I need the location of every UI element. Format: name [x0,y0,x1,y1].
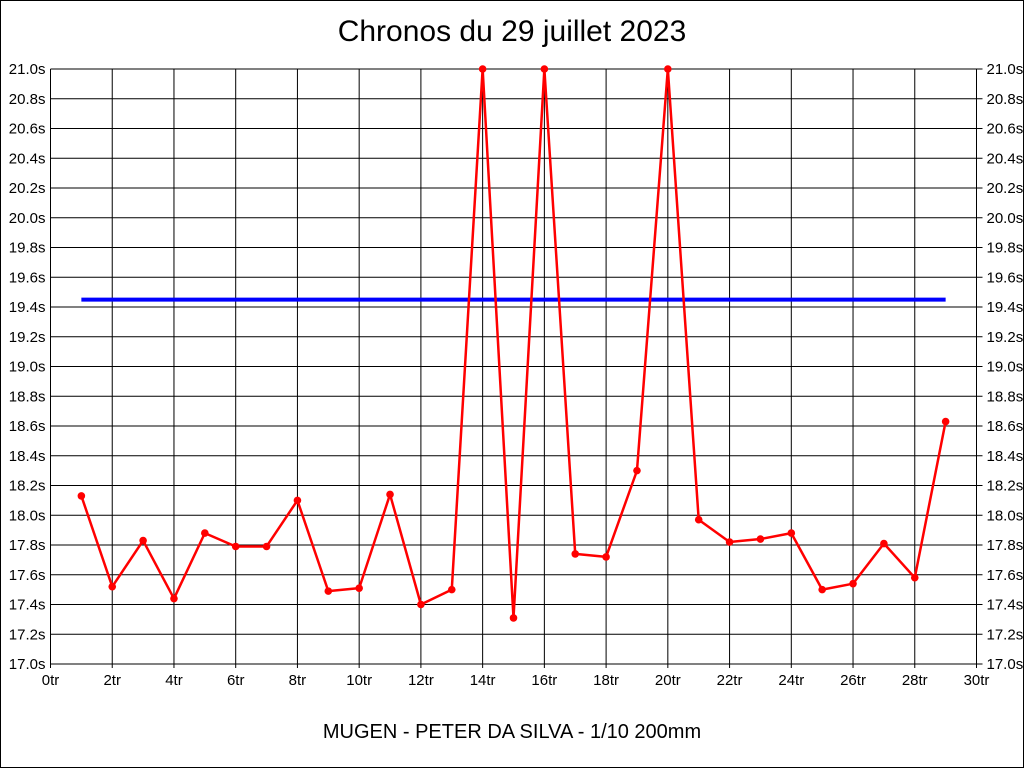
data-point [818,585,826,594]
data-point [849,579,857,588]
x-tick-label: 8tr [289,672,307,689]
data-point [139,536,147,545]
data-point [571,550,580,558]
y-tick-label-right: 20.4s [987,150,1024,167]
y-tick-label-left: 20.0s [9,210,46,227]
y-tick-label-left: 18.4s [9,448,46,465]
y-tick-label-right: 18.4s [987,448,1024,465]
data-point [664,65,672,73]
y-tick-label-right: 21.0s [987,61,1024,78]
y-tick-label-left: 20.2s [9,180,46,197]
y-tick-label-right: 19.2s [987,329,1024,346]
y-tick-label-left: 17.6s [9,567,46,584]
y-tick-label-left: 18.6s [9,418,46,435]
data-point [262,542,271,551]
y-tick-label-right: 19.6s [987,269,1024,286]
data-point [910,573,919,582]
y-tick-label-right: 19.4s [987,299,1024,316]
y-tick-label-right: 19.0s [987,359,1024,376]
x-tick-label: 18tr [593,672,619,689]
y-tick-label-left: 17.2s [9,626,46,643]
data-point [787,529,796,537]
y-tick-label-left: 17.8s [9,537,46,554]
y-tick-label-left: 19.4s [9,299,46,316]
data-point [725,538,734,546]
data-point [108,582,117,591]
x-tick-label: 4tr [165,672,183,689]
y-tick-label-right: 18.2s [987,478,1024,495]
data-point [633,466,641,475]
x-tick-label: 2tr [103,672,121,689]
data-point [417,600,425,609]
y-tick-label-left: 17.4s [9,597,46,614]
data-point [756,535,765,543]
data-point [324,587,333,595]
x-tick-label: 26tr [840,672,866,689]
y-tick-label-left: 20.4s [9,150,46,167]
y-tick-label-right: 18.6s [987,418,1024,435]
data-point [694,515,703,524]
data-point [447,585,456,594]
y-tick-label-left: 17.0s [9,656,46,673]
y-tick-label-right: 20.0s [987,210,1024,227]
data-point [355,584,363,592]
data-point [880,539,888,548]
y-tick-label-left: 19.8s [9,240,46,257]
y-tick-label-right: 20.2s [987,180,1024,197]
y-tick-label-right: 20.6s [987,121,1024,138]
x-tick-label: 12tr [408,672,434,689]
x-tick-label: 6tr [227,672,245,689]
x-tick-label: 10tr [346,672,372,689]
y-tick-label-right: 17.8s [987,537,1024,554]
chart-title: Chronos du 29 juillet 2023 [337,15,687,48]
x-tick-label: 16tr [531,672,557,689]
y-tick-label-left: 18.0s [9,507,46,524]
y-tick-label-right: 17.0s [987,656,1024,673]
data-point [201,529,209,537]
x-tick-label: 28tr [902,672,928,689]
x-tick-label: 0tr [42,672,60,689]
x-tick-label: 14tr [470,672,496,689]
y-tick-label-left: 19.0s [9,359,46,376]
y-tick-label-right: 18.0s [987,507,1024,524]
lap-series-line [80,67,947,620]
data-point [293,496,302,505]
y-tick-label-right: 17.2s [987,626,1024,643]
y-tick-label-left: 20.6s [9,121,46,138]
x-tick-label: 30tr [964,672,990,689]
data-point [478,65,487,73]
y-tick-label-right: 18.8s [987,388,1024,405]
data-point [77,492,86,500]
y-tick-label-left: 19.2s [9,329,46,346]
x-tick-label: 20tr [655,672,681,689]
data-point [170,594,178,603]
data-point [540,65,549,73]
chart-caption: MUGEN - PETER DA SILVA - 1/10 200mm [322,721,702,743]
y-tick-label-right: 20.8s [987,91,1024,108]
y-tick-label-left: 18.8s [9,388,46,405]
y-tick-label-right: 17.4s [987,597,1024,614]
data-point [602,553,610,561]
data-point [231,542,240,551]
x-tick-label: 22tr [717,672,743,689]
y-tick-label-left: 21.0s [9,61,46,78]
y-tick-label-left: 18.2s [9,478,46,495]
y-tick-label-left: 20.8s [9,91,46,108]
data-point [386,490,394,499]
y-tick-label-left: 19.6s [9,269,46,286]
y-tick-label-right: 19.8s [987,240,1024,257]
data-point [941,417,950,426]
y-tick-label-right: 17.6s [987,567,1024,584]
x-tick-label: 24tr [778,672,804,689]
data-point [509,614,518,622]
